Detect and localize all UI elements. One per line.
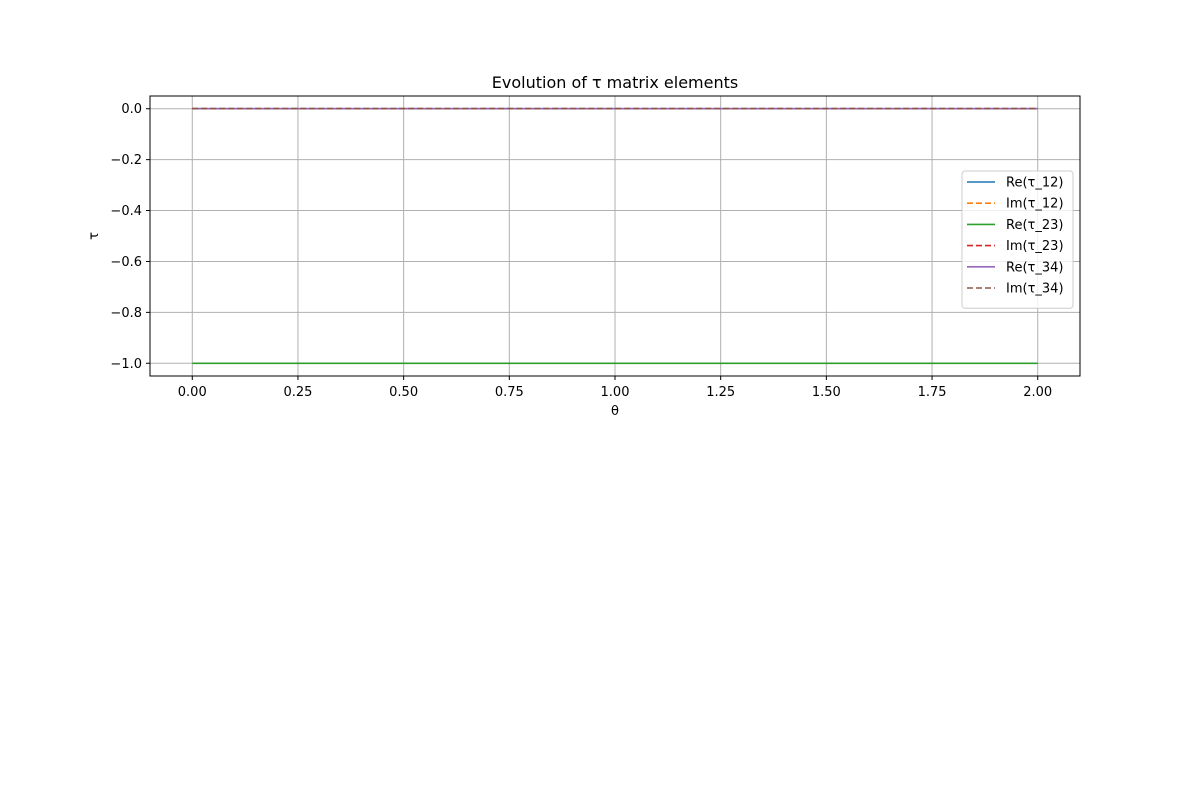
legend-box	[961, 170, 1074, 309]
legend-label-5: Re(τ_34)	[1006, 260, 1063, 275]
legend-label-2: Im(τ_12)	[1006, 197, 1064, 212]
legend: Re(τ_12) Im(τ_12) Re(τ_23) Im(τ_23) Re(τ_34)…	[961, 170, 1074, 309]
y-tick-label: −0.2	[110, 153, 142, 168]
x-tick-label: 0.25	[283, 385, 312, 400]
x-tick-label: 0.50	[389, 385, 418, 400]
legend-label-3: Re(τ_23)	[1006, 218, 1063, 233]
chart-title: Evolution of τ matrix elements	[492, 73, 738, 92]
x-tick-label: 2.00	[1023, 385, 1052, 400]
x-tick-label: 1.25	[706, 385, 735, 400]
x-tick-label: 1.50	[812, 385, 841, 400]
y-tick-label: −0.8	[110, 306, 142, 321]
x-axis-ticks: 0.00 0.25 0.50 0.75 1.00 1.25 1.50 1.75 2.00	[178, 376, 1052, 400]
y-axis-ticks: 0.0 −0.2 −0.4 −0.6 −0.8 −1.0	[110, 102, 150, 372]
x-tick-label: 0.00	[178, 385, 207, 400]
y-tick-label: −1.0	[110, 357, 142, 372]
series-lines	[192, 107, 1038, 365]
y-axis-label: τ	[87, 232, 102, 240]
x-tick-label: 1.75	[918, 385, 947, 400]
legend-label-1: Re(τ_12)	[1006, 176, 1063, 191]
x-axis-label: θ	[611, 404, 619, 419]
legend-label-4: Im(τ_23)	[1006, 239, 1064, 254]
y-tick-label: −0.4	[110, 204, 142, 219]
y-tick-label: 0.0	[121, 102, 142, 117]
legend-label-6: Im(τ_34)	[1006, 282, 1064, 297]
y-tick-label: −0.6	[110, 255, 142, 270]
x-tick-label: 0.75	[495, 385, 524, 400]
x-tick-label: 1.00	[601, 385, 630, 400]
